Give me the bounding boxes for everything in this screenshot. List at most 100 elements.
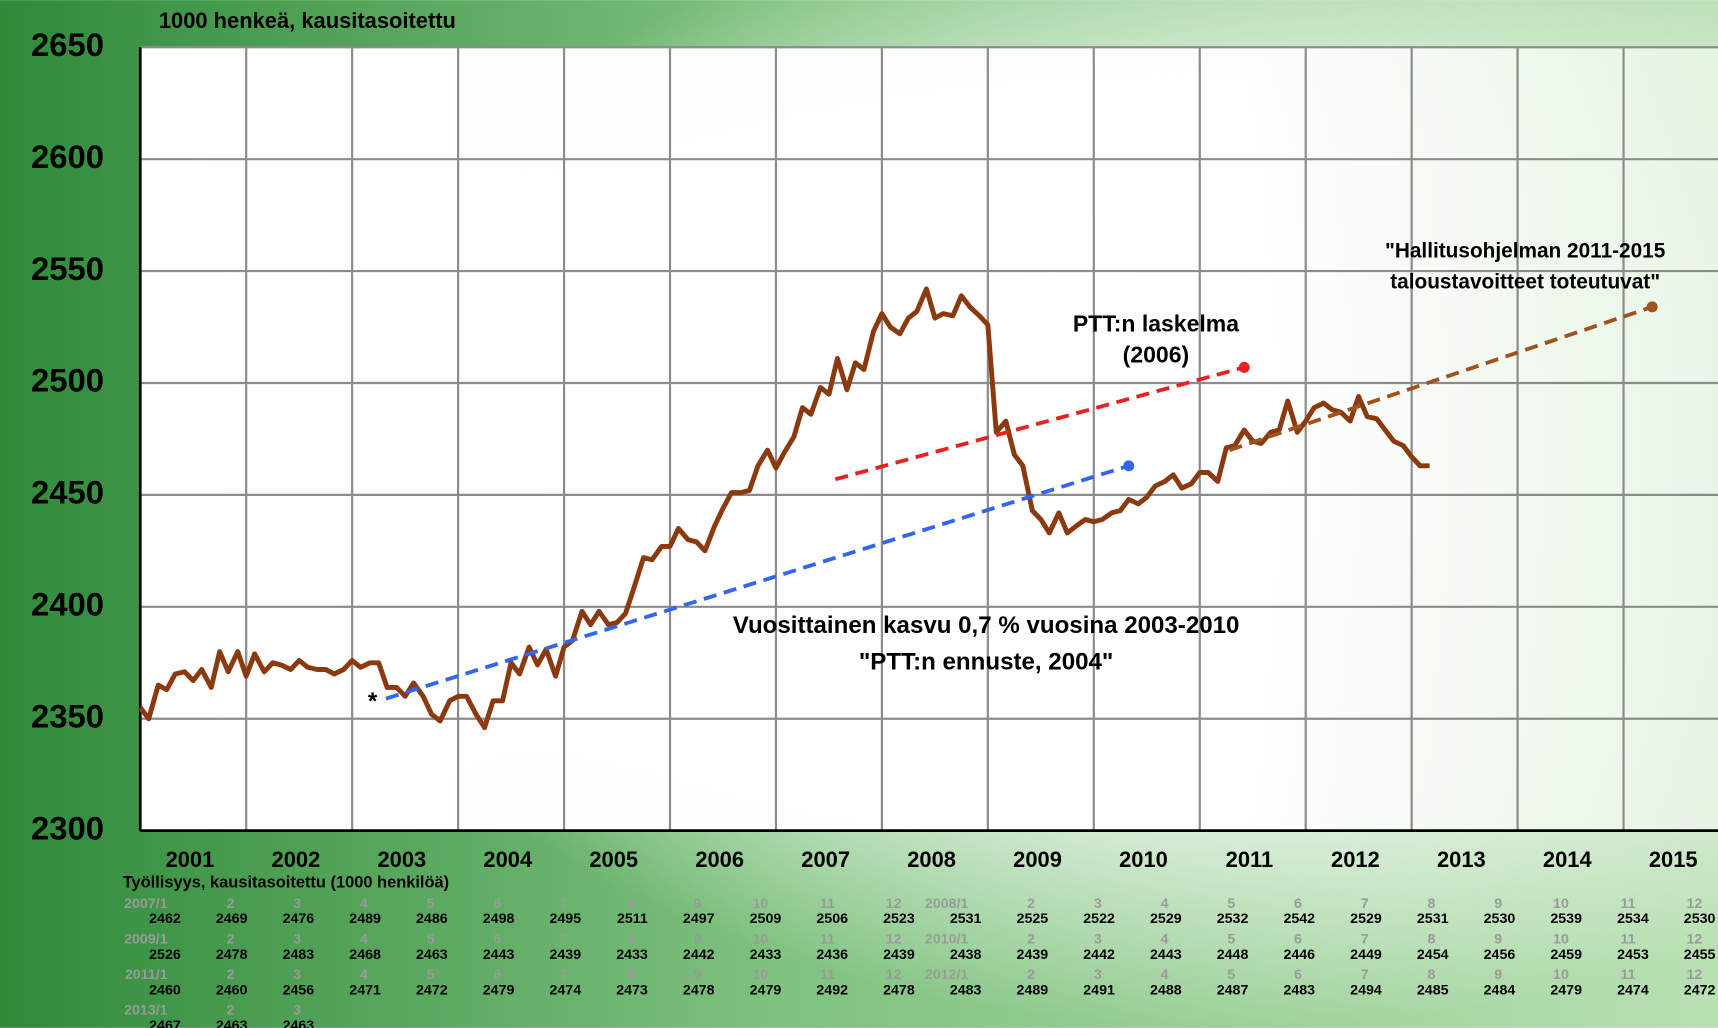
table-header: 4	[1161, 931, 1169, 947]
table-header: 10	[1553, 931, 1569, 947]
table-header: 8	[627, 931, 635, 947]
table-header: 6	[493, 967, 501, 983]
table-value: 2479	[483, 982, 515, 998]
table-value: 2460	[149, 982, 181, 998]
table-header: 7	[560, 967, 568, 983]
trend-end-dot	[1646, 301, 1658, 313]
table-header: 4	[1161, 967, 1169, 983]
x-tick-label: 2007	[801, 847, 850, 872]
table-value: 2492	[816, 982, 848, 998]
table-value: 2484	[1484, 982, 1516, 998]
table-value: 2479	[1550, 982, 1582, 998]
marks	[138, 286, 1658, 731]
table-header: 2	[1027, 931, 1035, 947]
table-header: 11	[1621, 896, 1636, 912]
x-tick-label: 2014	[1543, 847, 1593, 872]
x-tick-label: 2001	[166, 847, 215, 872]
x-tick-label: 2015	[1649, 847, 1698, 872]
table-value: 2525	[1017, 911, 1049, 927]
table-value: 2529	[1350, 911, 1382, 927]
table-header: 2	[226, 967, 234, 983]
table-header: 3	[293, 1003, 301, 1019]
table-header: 2009/1	[124, 931, 168, 947]
table-header: 9	[694, 931, 702, 947]
table-header: 7	[560, 931, 568, 947]
table-value: 2463	[283, 1018, 315, 1028]
y-tick-label: 2550	[31, 250, 104, 287]
table-value: 2483	[283, 947, 315, 963]
chart-title: 1000 henkeä, kausitasoitettu	[159, 8, 456, 33]
table-value: 2438	[950, 947, 982, 963]
table-header: 10	[752, 931, 768, 947]
table-value: 2511	[617, 911, 648, 927]
table-value: 2433	[750, 947, 782, 963]
table-header: 2	[226, 1003, 234, 1019]
table-value: 2471	[349, 982, 381, 998]
table-header: 10	[752, 896, 768, 912]
table-header: 2	[1027, 967, 1035, 983]
data-line	[138, 286, 1430, 731]
table-header: 3	[1094, 896, 1102, 912]
table-value: 2529	[1150, 911, 1182, 927]
table-header: 8	[627, 896, 635, 912]
table-header: 8	[1428, 967, 1436, 983]
table-header: 5	[1227, 931, 1235, 947]
table-header: 3	[293, 931, 301, 947]
table-header: 10	[1553, 896, 1569, 912]
table-value: 2468	[349, 947, 381, 963]
plot-area	[140, 47, 1718, 831]
table-header: 8	[1428, 931, 1436, 947]
table-header: 2012/1	[925, 967, 969, 983]
table-header: 4	[360, 896, 368, 912]
table-value: 2489	[349, 911, 381, 927]
table-header: 9	[1494, 931, 1502, 947]
table-value: 2478	[683, 982, 715, 998]
table-header: 5	[1227, 967, 1235, 983]
table-header: 12	[1686, 896, 1702, 912]
table-value: 2542	[1283, 911, 1315, 927]
table-header: 4	[360, 967, 368, 983]
table-value: 2534	[1617, 911, 1649, 927]
table-header: 2	[226, 931, 234, 947]
table-value: 2454	[1417, 947, 1449, 963]
table-value: 2467	[149, 1018, 181, 1028]
table-value: 2473	[616, 982, 648, 998]
table-header: 6	[1294, 967, 1302, 983]
trend-end-dot	[1123, 460, 1135, 472]
table-header: 5	[1227, 896, 1235, 912]
table-header: 2008/1	[925, 896, 969, 912]
table-header: 3	[1094, 931, 1102, 947]
table-value: 2448	[1217, 947, 1249, 963]
table-header: 7	[1361, 967, 1369, 983]
labels: 2300 2350 2400 2450 2500 2550 2600 2650 2001 2002…	[31, 26, 1716, 1028]
table-header: 12	[1686, 967, 1702, 983]
table-header: 11	[820, 931, 835, 947]
table-header: 11	[1621, 967, 1636, 983]
table-header: 6	[1294, 896, 1302, 912]
table-header: 9	[694, 896, 702, 912]
annotation: *	[368, 688, 378, 715]
table-value: 2439	[883, 947, 915, 963]
table-header: 4	[1161, 896, 1169, 912]
table-value: 2487	[1217, 982, 1249, 998]
x-tick-label: 2003	[377, 847, 426, 872]
table-value: 2530	[1484, 911, 1516, 927]
table-header: 10	[752, 967, 768, 983]
table-header: 11	[820, 967, 835, 983]
y-tick-label: 2650	[31, 26, 104, 63]
table-value: 2476	[283, 911, 315, 927]
table-value: 2472	[1684, 982, 1716, 998]
table-value: 2498	[483, 911, 515, 927]
table-header: 6	[1294, 931, 1302, 947]
table-value: 2539	[1550, 911, 1582, 927]
table-value: 2463	[416, 947, 448, 963]
annotation: taloustavoitteet toteutuvat"	[1390, 270, 1660, 293]
x-tick-label: 2002	[272, 847, 321, 872]
annotation: "PTT:n ennuste, 2004"	[859, 648, 1113, 675]
x-tick-label: 2011	[1226, 847, 1274, 872]
table-value: 2439	[1017, 947, 1049, 963]
table-value: 2449	[1350, 947, 1382, 963]
table-value: 2506	[816, 911, 848, 927]
